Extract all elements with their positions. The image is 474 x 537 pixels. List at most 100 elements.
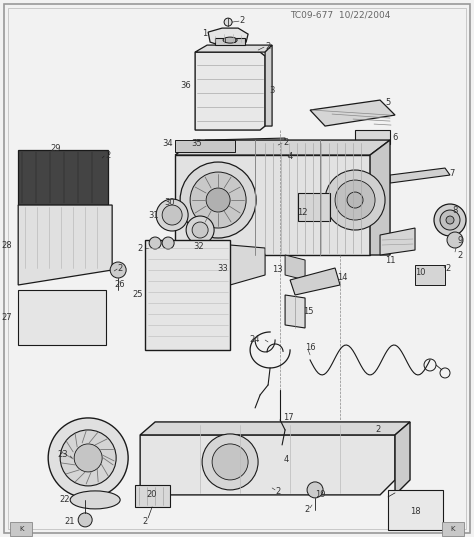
- Bar: [175, 140, 235, 152]
- Text: 2: 2: [265, 41, 271, 50]
- Polygon shape: [195, 52, 265, 130]
- Polygon shape: [310, 100, 395, 126]
- Text: 34: 34: [163, 139, 173, 148]
- Text: 19: 19: [315, 490, 325, 499]
- Text: 32: 32: [193, 242, 203, 250]
- Text: 2: 2: [275, 488, 281, 496]
- Polygon shape: [175, 140, 390, 155]
- Bar: [135, 485, 170, 507]
- Polygon shape: [215, 38, 245, 45]
- Text: 2: 2: [304, 505, 310, 514]
- Text: 31: 31: [148, 211, 158, 220]
- Polygon shape: [390, 168, 450, 183]
- Text: 9: 9: [457, 236, 463, 244]
- Polygon shape: [18, 205, 112, 285]
- Polygon shape: [395, 422, 410, 495]
- Bar: [355, 130, 390, 144]
- Text: 2: 2: [143, 517, 148, 526]
- Circle shape: [78, 513, 92, 527]
- Polygon shape: [208, 28, 248, 46]
- Circle shape: [162, 237, 174, 249]
- Polygon shape: [140, 422, 410, 435]
- Polygon shape: [175, 155, 370, 255]
- Bar: [18, 150, 108, 205]
- Text: TC09-677  10/22/2004: TC09-677 10/22/2004: [290, 11, 390, 20]
- Text: 15: 15: [303, 308, 313, 316]
- Polygon shape: [380, 228, 415, 255]
- Circle shape: [307, 482, 323, 498]
- Text: 20: 20: [147, 490, 157, 499]
- Text: 7: 7: [449, 169, 455, 178]
- Text: 21: 21: [64, 517, 75, 526]
- Text: 35: 35: [191, 139, 201, 148]
- Text: 8: 8: [452, 206, 458, 214]
- Bar: [145, 240, 230, 350]
- Circle shape: [156, 199, 188, 231]
- Text: 13: 13: [273, 265, 283, 274]
- Circle shape: [347, 192, 363, 208]
- Text: 2: 2: [457, 250, 463, 259]
- Text: 2: 2: [118, 264, 123, 272]
- Polygon shape: [370, 140, 390, 255]
- Circle shape: [48, 418, 128, 498]
- Circle shape: [186, 216, 214, 244]
- Text: 4: 4: [283, 455, 289, 465]
- Circle shape: [335, 180, 375, 220]
- Text: 5: 5: [385, 98, 391, 106]
- Circle shape: [74, 444, 102, 472]
- Text: 22: 22: [60, 496, 70, 504]
- Text: 2: 2: [375, 425, 381, 434]
- Circle shape: [325, 170, 385, 230]
- Circle shape: [224, 18, 232, 26]
- Ellipse shape: [223, 37, 237, 43]
- Text: 18: 18: [410, 507, 420, 517]
- Circle shape: [180, 162, 256, 238]
- Text: 4: 4: [287, 151, 293, 161]
- Text: 17: 17: [283, 413, 293, 423]
- Text: 23: 23: [57, 451, 68, 460]
- Circle shape: [272, 150, 282, 160]
- Text: K: K: [451, 526, 455, 532]
- Polygon shape: [268, 144, 286, 162]
- Circle shape: [192, 222, 208, 238]
- Circle shape: [212, 444, 248, 480]
- Circle shape: [446, 216, 454, 224]
- Text: K: K: [19, 526, 23, 532]
- Text: 6: 6: [392, 133, 398, 142]
- Circle shape: [149, 237, 161, 249]
- Polygon shape: [230, 245, 265, 285]
- Polygon shape: [140, 435, 395, 495]
- Polygon shape: [285, 255, 305, 280]
- Circle shape: [190, 172, 246, 228]
- Bar: [18, 290, 106, 345]
- Polygon shape: [290, 268, 340, 295]
- Polygon shape: [205, 138, 285, 147]
- Circle shape: [60, 430, 116, 486]
- Text: 2: 2: [138, 243, 143, 252]
- Circle shape: [447, 232, 463, 248]
- Text: 29: 29: [50, 143, 60, 153]
- Text: 2: 2: [106, 150, 111, 159]
- Text: 2: 2: [283, 137, 289, 147]
- Polygon shape: [285, 295, 305, 328]
- Circle shape: [162, 205, 182, 225]
- Bar: [415, 265, 445, 285]
- Text: 11: 11: [385, 256, 395, 265]
- Circle shape: [440, 210, 460, 230]
- Circle shape: [202, 434, 258, 490]
- Circle shape: [434, 204, 466, 236]
- Text: 33: 33: [218, 264, 228, 272]
- Bar: [10, 522, 32, 536]
- Text: 16: 16: [305, 344, 315, 352]
- Text: 2: 2: [239, 16, 245, 25]
- Text: 25: 25: [133, 291, 143, 300]
- Polygon shape: [265, 45, 272, 126]
- Text: 10: 10: [415, 268, 425, 278]
- Text: 3: 3: [269, 85, 275, 95]
- Bar: [388, 490, 443, 530]
- Text: 36: 36: [181, 81, 191, 90]
- Text: 1: 1: [202, 28, 208, 38]
- Text: 30: 30: [164, 198, 175, 207]
- Circle shape: [206, 188, 230, 212]
- Text: 27: 27: [1, 314, 12, 323]
